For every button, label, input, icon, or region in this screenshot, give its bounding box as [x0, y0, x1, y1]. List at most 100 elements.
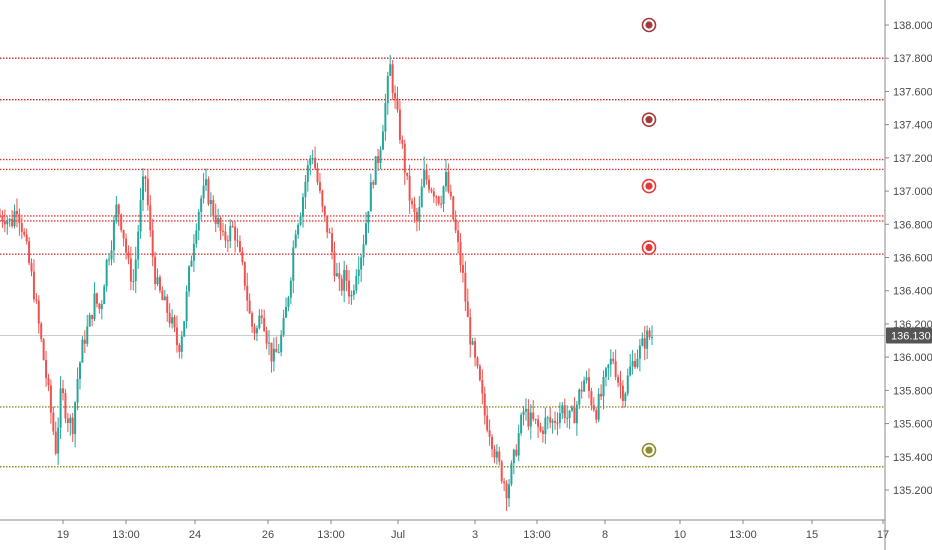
- price-tick-label: 136.000: [893, 352, 932, 364]
- candle-body: [600, 393, 603, 397]
- candle-body: [260, 315, 263, 318]
- alert-markers: [641, 17, 657, 458]
- candle-body: [66, 418, 69, 424]
- candle-body: [231, 226, 234, 228]
- candle-body: [343, 269, 346, 291]
- candle-body: [488, 430, 491, 437]
- candle-body: [214, 215, 217, 224]
- candle-body: [127, 252, 130, 259]
- candle-body: [360, 257, 363, 270]
- candle-body: [524, 408, 527, 412]
- candle-body: [631, 360, 634, 367]
- candle-body: [634, 360, 637, 368]
- candle-body: [224, 231, 227, 241]
- time-axis[interactable]: 19 13:00 24 26 13:00 Jul 3 13:00 8 10 13:00 15 17: [0, 519, 889, 541]
- candle-body: [624, 393, 627, 401]
- candle-body: [554, 420, 557, 423]
- time-tick-label: 19: [57, 529, 69, 541]
- alert-marker-icon[interactable]: [641, 17, 657, 33]
- candle-body: [575, 404, 578, 424]
- candle-body: [209, 200, 212, 205]
- candle-body: [466, 301, 469, 318]
- candle-body: [120, 214, 123, 231]
- time-tick-label: 13:00: [729, 529, 757, 541]
- time-tick-label: 10: [674, 529, 686, 541]
- candle-body: [474, 341, 477, 358]
- price-tick-label: 138.000: [893, 20, 932, 32]
- candle-body: [154, 256, 157, 285]
- candle-body: [592, 405, 595, 411]
- candle-body: [651, 337, 653, 339]
- price-tick-label: 136.800: [893, 219, 932, 231]
- candle-body: [544, 417, 547, 435]
- candle-body: [275, 348, 278, 353]
- candle-body: [430, 189, 433, 192]
- candle-body: [287, 297, 290, 307]
- alert-marker-icon[interactable]: [641, 240, 657, 255]
- horizontal-levels: [0, 57, 885, 468]
- price-axis[interactable]: 135.200135.400135.600135.800136.000136.2…: [884, 0, 932, 550]
- candle-body: [238, 241, 241, 252]
- candle-body: [648, 330, 651, 338]
- candle-body: [144, 176, 147, 179]
- candle-body: [585, 377, 588, 381]
- candle-body: [229, 226, 232, 242]
- candle-body: [372, 182, 375, 185]
- candle-body: [629, 366, 632, 376]
- alert-marker-icon[interactable]: [641, 442, 657, 458]
- candle-body: [292, 247, 295, 281]
- candle-body: [13, 210, 16, 227]
- candle-body: [561, 405, 564, 414]
- candle-body: [20, 223, 23, 232]
- candle-body: [8, 218, 11, 221]
- price-tick-label: 136.600: [893, 253, 932, 265]
- candle-body: [643, 338, 646, 349]
- candle-body: [234, 226, 237, 241]
- candle-body: [418, 207, 421, 221]
- candle-body: [571, 407, 574, 411]
- candle-body: [551, 420, 554, 423]
- candle-body: [78, 362, 81, 379]
- candle-body: [32, 271, 35, 300]
- price-tick-label: 137.800: [893, 53, 932, 65]
- candle-body: [69, 417, 72, 424]
- candle-body: [100, 304, 103, 309]
- candle-body: [364, 223, 367, 245]
- time-tick-label: Jul: [391, 529, 405, 541]
- price-tick-label: 135.600: [893, 419, 932, 431]
- candle-body: [314, 158, 317, 169]
- candle-body: [28, 241, 31, 264]
- candle-body: [607, 364, 610, 369]
- candle-body: [190, 260, 193, 267]
- price-tick-label: 135.400: [893, 452, 932, 464]
- candle-body: [74, 402, 77, 435]
- candle-body: [394, 93, 397, 99]
- candle-body: [40, 323, 43, 340]
- candle-body: [205, 179, 208, 186]
- candle-body: [617, 376, 620, 383]
- candle-body: [638, 345, 641, 359]
- alert-marker-icon[interactable]: [641, 178, 657, 194]
- candle-body: [62, 388, 65, 394]
- candle-body: [171, 317, 174, 324]
- candle-body: [381, 131, 384, 150]
- candle-body: [350, 294, 353, 297]
- candle-body: [217, 218, 220, 224]
- candle-body: [520, 414, 523, 434]
- candle-body: [411, 200, 414, 205]
- candle-body: [522, 411, 525, 415]
- candle-body: [316, 168, 319, 183]
- candle-body: [173, 317, 176, 328]
- candle-body: [166, 296, 169, 314]
- candle-body: [348, 280, 351, 297]
- candle-body: [563, 405, 566, 419]
- candle-body: [272, 348, 275, 362]
- candle-body: [367, 211, 370, 224]
- candle-body: [117, 204, 120, 215]
- candle-body: [304, 181, 307, 198]
- candle-body: [583, 380, 586, 392]
- alert-marker-icon[interactable]: [641, 112, 657, 127]
- candle-body: [478, 365, 481, 381]
- candle-body: [626, 375, 629, 394]
